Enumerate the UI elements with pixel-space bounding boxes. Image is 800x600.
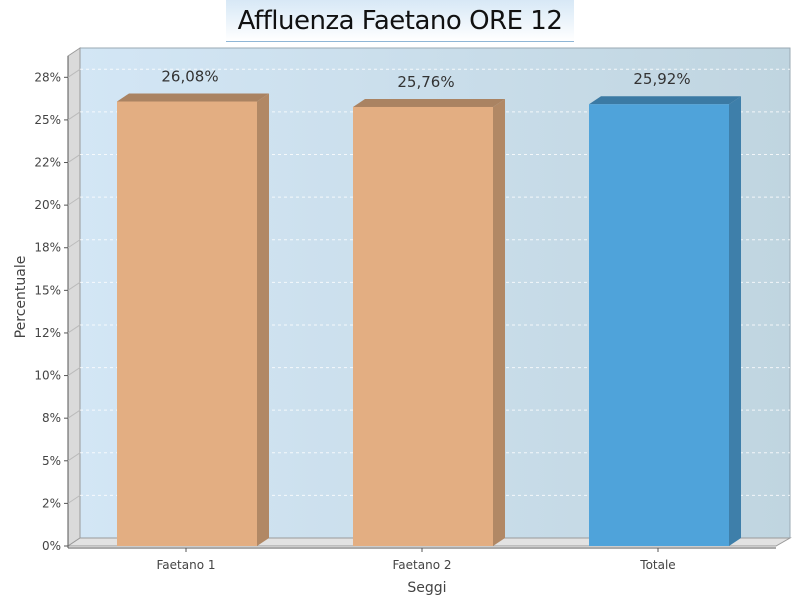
grid-line-side (67, 367, 81, 376)
y-tick-label: 10% (34, 369, 61, 383)
y-tick-label: 25% (34, 113, 61, 127)
chart-title-box: Affluenza Faetano ORE 12 (226, 0, 574, 42)
y-tick-label: 5% (42, 454, 61, 468)
chart-title: Affluenza Faetano ORE 12 (237, 5, 563, 36)
grid-line-side (67, 154, 81, 163)
y-tick-label: 18% (34, 241, 61, 255)
bar (589, 104, 729, 547)
grid-line-side (67, 281, 81, 291)
grid-line-side (67, 111, 81, 121)
bar-side (493, 98, 505, 547)
y-tick-label: 8% (42, 411, 61, 425)
bar-side (729, 96, 741, 547)
data-label: 25,76% (397, 73, 454, 91)
y-tick-label: 28% (34, 70, 61, 84)
grid-line-side (67, 239, 81, 249)
bar-top (589, 96, 741, 105)
y-tick-label: 0% (42, 539, 61, 553)
y-tick-label: 22% (34, 156, 61, 170)
x-tick-label: Totale (639, 558, 675, 572)
y-tick-label: 20% (34, 198, 61, 212)
grid-line-side (67, 494, 81, 504)
y-tick-label: 2% (42, 496, 61, 510)
bar-side (257, 93, 269, 546)
y-tick-label: 12% (34, 326, 61, 340)
grid-line-side (67, 409, 81, 419)
bar-top (353, 98, 505, 107)
bar (353, 106, 493, 547)
grid-line-side (67, 452, 81, 462)
grid-line-side (67, 196, 81, 206)
plot-left-wall (67, 47, 81, 547)
data-label: 25,92% (633, 70, 690, 88)
bar-top (117, 93, 269, 102)
x-tick-label: Faetano 1 (157, 558, 216, 572)
data-label: 26,08% (161, 68, 218, 86)
grid-line-side (67, 324, 81, 334)
bar (117, 101, 257, 546)
x-axis-title: Seggi (407, 580, 446, 596)
y-axis-title: Percentuale (13, 256, 29, 339)
y-tick-label: 15% (34, 283, 61, 297)
grid-line-side (67, 68, 81, 78)
x-tick-label: Faetano 2 (393, 558, 452, 572)
